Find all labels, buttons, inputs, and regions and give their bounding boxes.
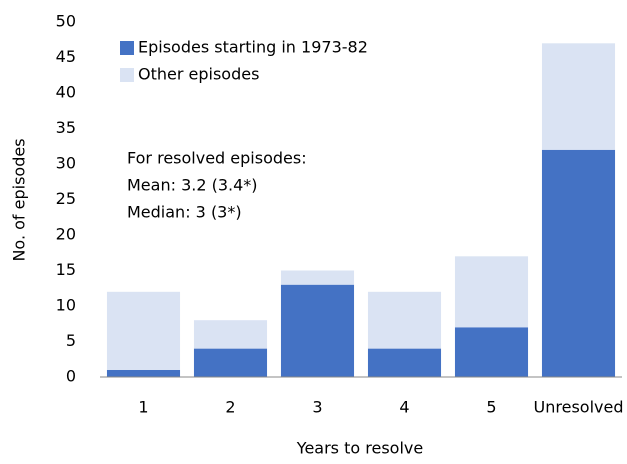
- y-tick-label: 40: [56, 83, 76, 102]
- y-tick-label: 10: [56, 296, 76, 315]
- y-tick-label: 30: [56, 154, 76, 173]
- legend-swatch: [120, 68, 134, 82]
- x-tick-label: 5: [486, 398, 496, 417]
- bar-segment: [280, 284, 355, 377]
- bar-segment: [193, 348, 268, 377]
- y-tick-label: 45: [56, 47, 76, 66]
- annotation: For resolved episodes:: [127, 149, 307, 168]
- bar-segment: [367, 291, 442, 349]
- bar-segment: [541, 43, 616, 150]
- bar-segment: [367, 348, 442, 377]
- y-tick-label: 35: [56, 118, 76, 137]
- bar-segment: [454, 256, 529, 328]
- annotation: Median: 3 (3*): [127, 203, 242, 222]
- y-tick-label: 0: [66, 367, 76, 386]
- bar-segment: [280, 270, 355, 285]
- legend-swatch: [120, 41, 134, 55]
- bar-segment: [193, 320, 268, 349]
- bar-segment: [541, 149, 616, 377]
- x-tick-label: 1: [138, 398, 148, 417]
- y-tick-label: 20: [56, 225, 76, 244]
- bar-segment: [106, 369, 181, 377]
- y-axis-label: No. of episodes: [10, 138, 29, 261]
- x-tick-label: Unresolved: [534, 398, 624, 417]
- x-tick-label: 2: [225, 398, 235, 417]
- bar-segment: [106, 291, 181, 370]
- x-tick-label: 4: [399, 398, 409, 417]
- y-tick-label: 5: [66, 331, 76, 350]
- x-tick-label: 3: [312, 398, 322, 417]
- legend-label: Episodes starting in 1973-82: [138, 38, 368, 57]
- y-tick-label: 50: [56, 12, 76, 31]
- legend-label: Other episodes: [138, 65, 259, 84]
- annotation: Mean: 3.2 (3.4*): [127, 176, 258, 195]
- y-tick-label: 15: [56, 260, 76, 279]
- x-axis-label: Years to resolve: [296, 439, 423, 458]
- y-tick-label: 25: [56, 189, 76, 208]
- bar-segment: [454, 327, 529, 377]
